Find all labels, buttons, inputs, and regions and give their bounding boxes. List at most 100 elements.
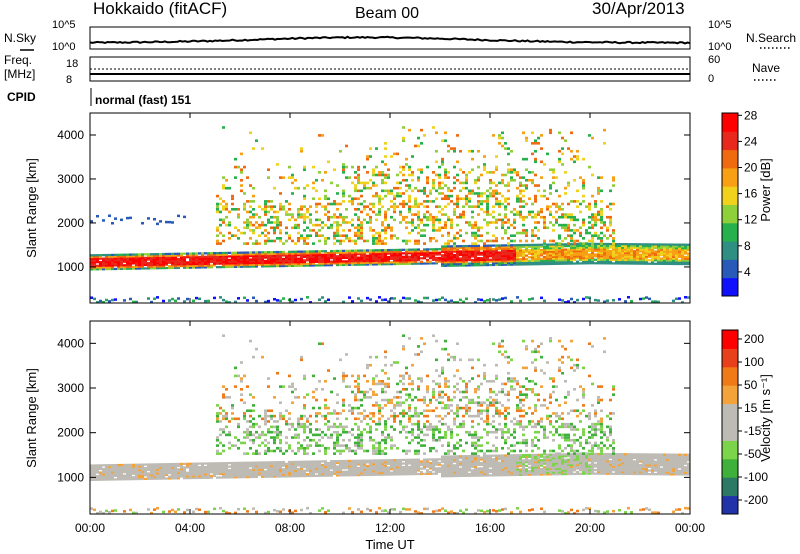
- power-cell: [255, 226, 258, 230]
- power-cell: [129, 264, 132, 267]
- velocity-cell: [345, 417, 348, 421]
- power-cell: [249, 251, 252, 254]
- power-cell: [540, 160, 543, 164]
- power-cell: [429, 192, 432, 195]
- velocity-cell: [366, 449, 369, 453]
- velocity-cell: [288, 460, 291, 464]
- velocity-cell: [354, 398, 357, 402]
- noise-right-tick-top: 10^5: [708, 19, 732, 31]
- power-cell: [405, 221, 408, 224]
- velocity-cell: [180, 462, 183, 466]
- power-cell: [354, 231, 357, 235]
- power-cell: [288, 234, 291, 237]
- power-cell: [600, 218, 603, 222]
- power-cell: [261, 252, 264, 256]
- power-cell: [261, 261, 264, 264]
- velocity-cell: [114, 467, 117, 470]
- power-cell: [522, 256, 525, 259]
- power-cell: [282, 252, 285, 255]
- power-cell: [264, 251, 267, 254]
- power-cell: [417, 144, 420, 148]
- power-cell: [321, 296, 324, 299]
- velocity-cell: [315, 412, 318, 415]
- power-cell: [684, 296, 687, 299]
- power-cell: [411, 171, 414, 174]
- power-cell: [657, 300, 660, 303]
- power-cell: [429, 255, 432, 258]
- power-cell: [423, 215, 426, 219]
- velocity-cell: [375, 374, 378, 378]
- velocity-cell: [315, 428, 318, 431]
- velocity-cell: [255, 452, 258, 455]
- power-cell: [465, 253, 468, 256]
- velocity-cell: [183, 466, 186, 469]
- velocity-cell: [348, 446, 351, 450]
- velocity-cell: [195, 476, 198, 480]
- power-cell: [618, 251, 621, 255]
- power-cell: [579, 242, 582, 245]
- power-cell: [639, 259, 642, 262]
- power-cell: [99, 264, 102, 267]
- power-cell: [474, 178, 477, 182]
- velocity-cell: [288, 385, 291, 388]
- power-cell: [309, 234, 312, 237]
- power-cell: [231, 234, 234, 237]
- power-cell: [525, 250, 528, 254]
- power-cell: [639, 248, 642, 251]
- power-cell: [411, 189, 414, 193]
- power-cell: [606, 262, 609, 265]
- velocity-cell: [360, 412, 363, 415]
- power-cell: [489, 251, 492, 254]
- power-cell: [558, 250, 561, 253]
- velocity-cell: [267, 428, 270, 431]
- power-cell: [462, 262, 465, 265]
- velocity-cell: [315, 474, 318, 477]
- power-cell: [459, 213, 462, 216]
- power-cell: [318, 202, 321, 206]
- power-cell: [369, 261, 372, 264]
- power-cell: [459, 252, 462, 255]
- power-cell: [582, 181, 585, 185]
- velocity-cell: [132, 467, 135, 470]
- power-cell: [327, 253, 330, 256]
- power-cell: [186, 256, 189, 259]
- power-cell: [273, 261, 276, 264]
- power-cell: [426, 258, 429, 262]
- velocity-cell: [321, 414, 324, 418]
- power-cell: [516, 254, 519, 257]
- power-cell: [345, 176, 348, 179]
- velocity-cell: [381, 459, 384, 462]
- power-cell: [402, 205, 405, 208]
- power-cell: [570, 131, 573, 135]
- power-cell: [582, 253, 585, 256]
- power-cell: [384, 226, 387, 230]
- velocity-cell: [228, 433, 231, 437]
- velocity-cell: [93, 471, 96, 474]
- power-cell: [366, 251, 369, 254]
- power-cell: [675, 297, 678, 301]
- power-cell: [132, 255, 135, 258]
- velocity-cell: [330, 463, 333, 466]
- velocity-cell: [219, 467, 222, 470]
- power-cell: [351, 202, 354, 206]
- power-cell: [378, 210, 381, 214]
- velocity-cell: [150, 470, 153, 473]
- power-cell: [564, 260, 567, 264]
- power-cell: [228, 265, 231, 269]
- power-cell: [462, 197, 465, 201]
- velocity-cell: [294, 452, 297, 455]
- power-cell: [225, 255, 228, 258]
- power-cell: [297, 239, 300, 243]
- power-cell: [306, 250, 309, 253]
- velocity-cell: [240, 461, 243, 465]
- power-cell: [435, 251, 438, 254]
- power-cell: [366, 157, 369, 161]
- power-cell: [108, 262, 111, 265]
- power-cell: [402, 139, 405, 142]
- power-cell: [585, 249, 588, 253]
- power-cell: [369, 254, 372, 257]
- velocity-cell: [216, 420, 219, 423]
- power-cell: [165, 258, 168, 261]
- velocity-cell: [162, 510, 165, 514]
- power-cell: [612, 258, 615, 262]
